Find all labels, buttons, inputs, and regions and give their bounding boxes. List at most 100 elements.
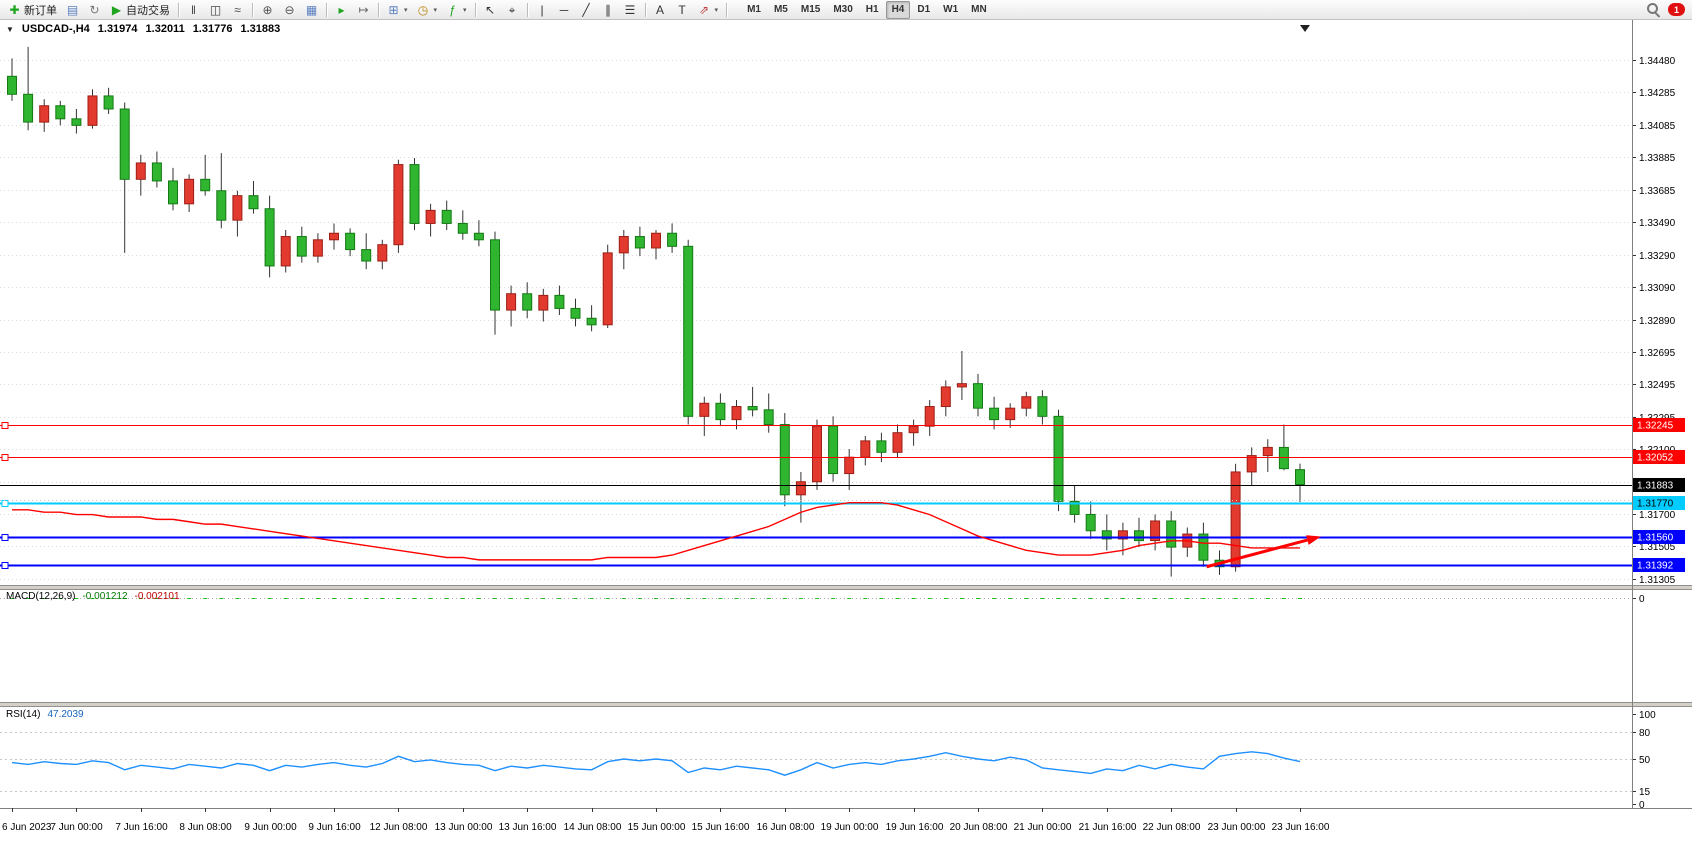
indicators-button[interactable]: ƒ ▾ xyxy=(442,0,471,20)
price-badge-resistance-2[interactable] xyxy=(1633,450,1685,464)
equidistant-channel-button[interactable]: ∥ xyxy=(598,0,619,20)
candle-body xyxy=(699,402,710,417)
trend-arrow[interactable] xyxy=(1206,538,1308,569)
chart-window-button[interactable]: ▤ xyxy=(62,0,83,20)
cursor-button[interactable]: ↖ xyxy=(480,0,501,20)
pane-separator[interactable] xyxy=(0,702,1692,707)
price-axis-label: 1.33685 xyxy=(1639,186,1676,197)
timeframe-m15-button[interactable]: M15 xyxy=(800,4,821,15)
timeframe-m1-button[interactable]: M1 xyxy=(747,4,761,15)
tile-windows-button[interactable]: ▦ xyxy=(301,0,322,20)
price-badge-resistance-1[interactable] xyxy=(1633,418,1685,432)
price-badge-label: 1.32245 xyxy=(1637,421,1674,432)
candle-body xyxy=(184,178,195,205)
chart-shift-button[interactable]: ↦ xyxy=(353,0,374,20)
trendline-button[interactable]: ╱ xyxy=(576,0,597,20)
price-axis[interactable] xyxy=(1633,20,1692,808)
notification-badge[interactable]: 1 xyxy=(1668,3,1685,16)
search-icon[interactable] xyxy=(1646,2,1661,17)
equidistant-channel-icon: ∥ xyxy=(605,2,612,17)
auto-scroll-button[interactable]: ▸ xyxy=(331,0,352,20)
price-badge-level-cyan[interactable] xyxy=(1633,496,1685,510)
macd-histogram-bar xyxy=(1153,598,1158,599)
candle-body xyxy=(747,406,758,411)
timeframe-mn-button[interactable]: MN xyxy=(971,4,987,15)
macd-axis-label: 0 xyxy=(1639,594,1645,605)
toolbar-separator xyxy=(526,2,528,17)
autotrading-button[interactable]: ▶ 自动交易 xyxy=(106,0,174,20)
macd-histogram-bar xyxy=(1056,598,1061,599)
candle-body xyxy=(570,307,581,319)
hline-handle[interactable] xyxy=(1,500,9,507)
timeframe-h1-button[interactable]: H1 xyxy=(865,4,879,15)
text-button[interactable]: A xyxy=(650,0,671,20)
fibonacci-button[interactable]: ☰ xyxy=(620,0,641,20)
time-axis-label: 20 Jun 08:00 xyxy=(950,822,1008,833)
profiles-button[interactable]: ◷ ▾ xyxy=(413,0,442,20)
macd-histogram-bar xyxy=(26,598,31,599)
price-badge-bid-line[interactable] xyxy=(1633,478,1685,492)
price-badge-support-1[interactable] xyxy=(1633,530,1685,544)
chart-shift-icon: ↦ xyxy=(358,2,369,17)
refresh-button[interactable]: ↻ xyxy=(84,0,105,20)
macd-histogram-bar xyxy=(863,598,868,599)
arrows-button[interactable]: ⇗ ▾ xyxy=(694,0,723,20)
pane-separator[interactable] xyxy=(0,585,1692,590)
chart-shift-marker-icon[interactable] xyxy=(1300,25,1310,32)
candle-body xyxy=(1295,469,1305,486)
macd-histogram-bar xyxy=(380,598,385,599)
vertical-line-button[interactable]: | xyxy=(532,0,553,20)
rsi-axis-label: 15 xyxy=(1639,787,1651,798)
hline-handle[interactable] xyxy=(1,534,9,541)
price-axis-label: 1.33090 xyxy=(1639,283,1676,294)
line-chart-button[interactable]: ≈ xyxy=(227,0,248,20)
candle-body xyxy=(135,162,146,180)
horizontal-line-button[interactable]: ─ xyxy=(554,0,575,20)
macd-histogram-bar xyxy=(396,598,401,599)
price-badge-label: 1.31883 xyxy=(1637,481,1674,492)
macd-histogram-bar xyxy=(493,598,497,599)
zoom-out-icon: ⊖ xyxy=(284,2,295,17)
macd-histogram-bar xyxy=(718,598,723,599)
candle-body xyxy=(119,108,130,180)
time-axis-label: 19 Jun 16:00 xyxy=(886,822,944,833)
new-order-button[interactable]: ✚ 新订单 xyxy=(4,0,61,20)
one-click-trading-toggle-icon[interactable]: ▼ xyxy=(6,24,14,34)
autotrading-icon: ▶ xyxy=(111,2,122,17)
hline-handle[interactable] xyxy=(1,562,9,569)
candle-body xyxy=(1053,415,1064,502)
candle-body xyxy=(490,239,500,311)
timeframe-m30-button[interactable]: M30 xyxy=(833,4,853,15)
zoom-out-button[interactable]: ⊖ xyxy=(279,0,300,20)
macd-histogram-bar xyxy=(1233,598,1238,599)
text-label-button[interactable]: T xyxy=(672,0,693,20)
timeframe-h4-button[interactable]: H4 xyxy=(885,0,911,19)
timeframe-m5-button[interactable]: M5 xyxy=(773,4,788,15)
macd-histogram-bar xyxy=(992,598,997,599)
chart-window-icon: ▤ xyxy=(66,2,79,17)
arrows-icon: ⇗ xyxy=(699,2,710,17)
chart-canvas[interactable]: 1.34480 1.34285 1.34085 1.33885 1.33685 1.334… xyxy=(0,20,1692,841)
candle-body xyxy=(731,406,742,421)
price-axis-label: 1.33490 xyxy=(1639,218,1676,229)
macd-histogram-bar xyxy=(476,598,481,599)
macd-histogram-bar xyxy=(332,598,336,599)
new-chart-button[interactable]: ⊞ ▾ xyxy=(383,0,412,20)
candlestick-chart-button[interactable]: ◫ xyxy=(205,0,226,20)
macd-histogram-bar xyxy=(428,598,433,599)
hline-handle[interactable] xyxy=(1,454,9,461)
timeframe-d1-button[interactable]: D1 xyxy=(917,4,931,15)
price-axis-label: 1.32495 xyxy=(1639,380,1676,391)
candle-body xyxy=(361,249,372,262)
crosshair-button[interactable]: ⌖ xyxy=(502,0,523,20)
bar-chart-button[interactable]: ‖ xyxy=(183,0,204,20)
trend-arrow-head-icon[interactable] xyxy=(1306,535,1321,545)
price-badge-support-2[interactable] xyxy=(1633,558,1685,572)
timeframe-w1-button[interactable]: W1 xyxy=(943,4,959,15)
candle-body xyxy=(683,245,694,417)
toolbar-separator xyxy=(326,2,327,17)
hline-handle[interactable] xyxy=(1,422,9,429)
zoom-in-button[interactable]: ⊕ xyxy=(257,0,278,20)
candle-body xyxy=(892,432,903,453)
macd-histogram-bar xyxy=(444,598,449,599)
